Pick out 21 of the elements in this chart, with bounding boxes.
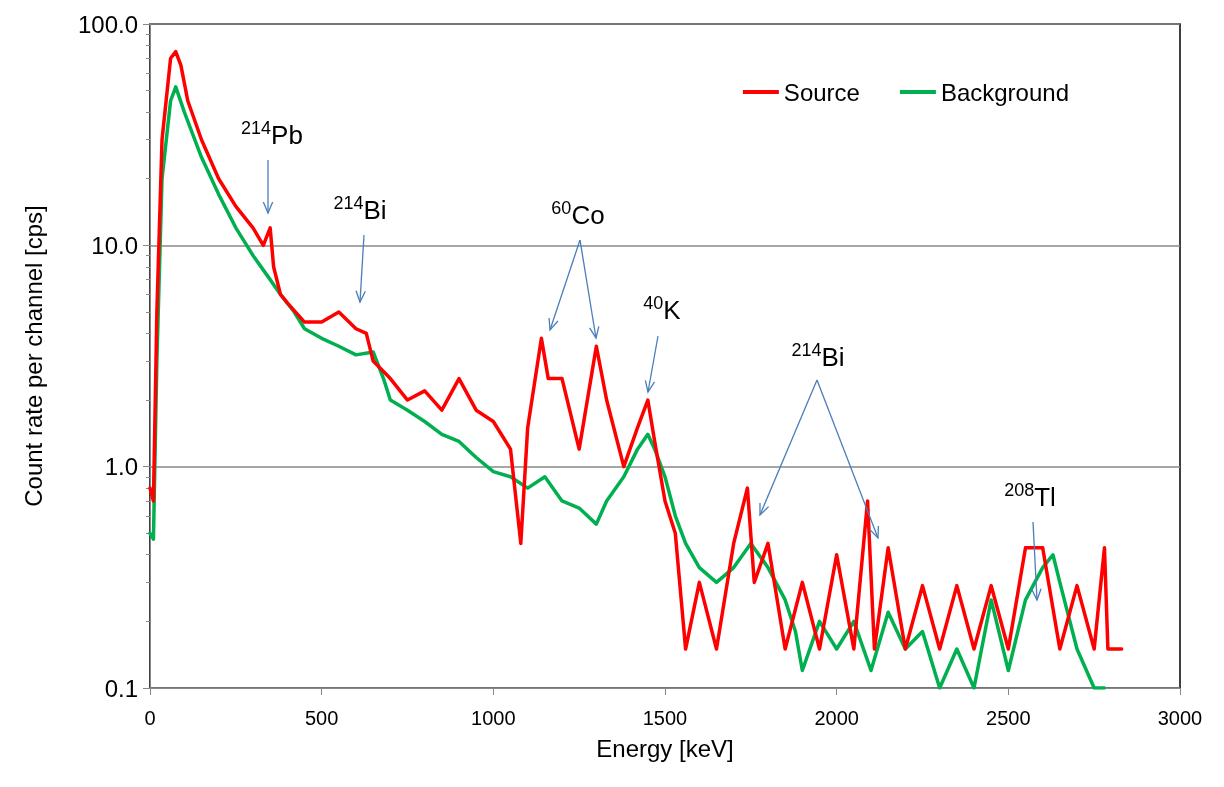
y-tick-label: 1.0 xyxy=(104,453,138,481)
annotation: $^{214}$Bi xyxy=(333,193,387,225)
y-axis-title: Count rate per channel [cps] xyxy=(19,205,47,507)
x-tick-label: 2500 xyxy=(986,707,1031,729)
y-tick-label: 100.0 xyxy=(77,10,138,38)
y-tick-label: 0.1 xyxy=(104,674,138,702)
x-tick-label: 1500 xyxy=(642,707,688,729)
x-tick-label: 2000 xyxy=(814,707,859,729)
x-axis-title: Energy [keV] xyxy=(596,734,734,762)
annotation: $^{40}$K xyxy=(643,293,682,325)
y-tick-label: 10.0 xyxy=(91,231,138,259)
x-tick-label: 0 xyxy=(144,707,156,729)
x-tick-label: 3000 xyxy=(1157,707,1203,729)
x-tick-label: 1000 xyxy=(471,707,516,729)
legend-label: Background xyxy=(940,78,1070,106)
annotation: $^{214}$Pb xyxy=(241,118,303,150)
legend-label: Source xyxy=(783,78,860,106)
x-tick-label: 500 xyxy=(304,707,339,729)
annotation: $^{208}$Tl xyxy=(1004,480,1056,512)
annotation: $^{60}$Co xyxy=(551,198,605,230)
annotation: $^{214}$Bi xyxy=(791,340,845,372)
